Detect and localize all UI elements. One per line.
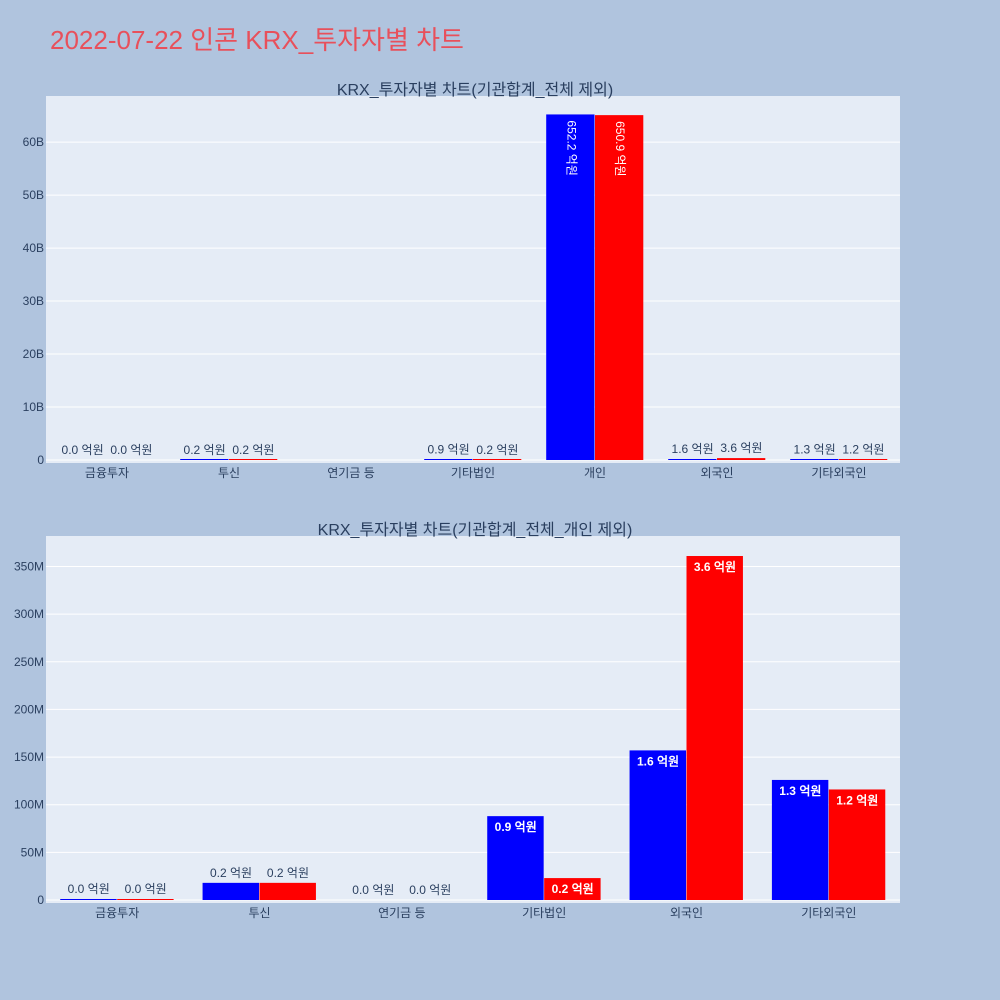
bar-value-label: 0.9 억원 bbox=[428, 443, 470, 457]
bar-red bbox=[828, 789, 886, 900]
bar-value-label: 1.3 억원 bbox=[794, 442, 836, 456]
bar-value-label: 0.0 억원 bbox=[110, 443, 152, 457]
bar-value-label: 0.2 억원 bbox=[552, 882, 594, 896]
bar-value-label: 0.2 억원 bbox=[232, 443, 274, 457]
chart-top: KRX_투자자별 차트(기관합계_전체 제외) 0 10B 20B 30B 40B 50B 6… bbox=[23, 81, 900, 480]
bar-red bbox=[229, 459, 278, 460]
y-tick-label: 60B bbox=[23, 135, 44, 149]
x-tick-label: 투신 bbox=[218, 466, 240, 480]
x-tick-label: 연기금 등 bbox=[327, 466, 375, 480]
chart-bottom: KRX_투자자별 차트(기관합계_전체_개인 제외) 0 50M 100M 150M 20… bbox=[14, 521, 900, 920]
bar-red bbox=[117, 899, 174, 900]
y-tick-label: 40B bbox=[23, 241, 44, 255]
bar-red bbox=[544, 878, 601, 900]
bar-red bbox=[839, 459, 888, 460]
bar-blue bbox=[668, 459, 717, 460]
bar-blue bbox=[424, 459, 473, 460]
bar-red bbox=[259, 882, 316, 900]
bar-value-label: 0.2 억원 bbox=[210, 866, 252, 880]
y-tick-label: 30B bbox=[23, 294, 44, 308]
bar-value-label: 1.6 억원 bbox=[672, 442, 714, 456]
x-tick-label: 금융투자 bbox=[85, 466, 129, 480]
chart-title: KRX_투자자별 차트(기관합계_전체_개인 제외) bbox=[318, 521, 633, 539]
x-tick-label: 외국인 bbox=[700, 466, 733, 480]
y-tick-label: 10B bbox=[23, 400, 44, 414]
bar-blue bbox=[60, 899, 117, 900]
bar-value-label: 1.2 억원 bbox=[836, 793, 878, 807]
y-tick-label: 150M bbox=[14, 750, 44, 764]
chart-title: KRX_투자자별 차트(기관합계_전체 제외) bbox=[337, 81, 613, 99]
bar-value-label: 652.2 억원 bbox=[564, 120, 578, 175]
bar-value-label: 0.2 억원 bbox=[184, 443, 226, 457]
y-tick-label: 50B bbox=[23, 188, 44, 202]
bar-value-label: 1.3 억원 bbox=[779, 784, 821, 798]
bar-blue bbox=[487, 816, 544, 900]
y-tick-label: 200M bbox=[14, 702, 44, 716]
bar-blue bbox=[771, 779, 829, 900]
bar-red bbox=[473, 459, 522, 460]
y-tick-label: 100M bbox=[14, 798, 44, 812]
bar-blue bbox=[790, 459, 839, 460]
bar-value-label: 0.0 억원 bbox=[68, 882, 110, 896]
y-tick-label: 0 bbox=[37, 893, 44, 907]
bar-value-label: 0.0 억원 bbox=[352, 883, 394, 897]
bar-blue bbox=[629, 750, 686, 900]
bar-red bbox=[717, 458, 766, 460]
y-tick-label: 250M bbox=[14, 655, 44, 669]
x-tick-label: 기타외국인 bbox=[811, 466, 866, 480]
bar-value-label: 0.0 억원 bbox=[125, 882, 167, 896]
bar-value-label: 0.2 억원 bbox=[267, 866, 309, 880]
x-tick-label: 기타외국인 bbox=[801, 906, 856, 920]
y-tick-label: 0 bbox=[37, 453, 44, 467]
bar-blue bbox=[180, 459, 229, 460]
x-tick-label: 연기금 등 bbox=[378, 906, 426, 920]
plot-area bbox=[46, 96, 900, 463]
y-tick-label: 350M bbox=[14, 559, 44, 573]
bar-value-label: 0.2 억원 bbox=[476, 443, 518, 457]
bar-red bbox=[595, 115, 644, 460]
page-title: 2022-07-22 인콘 KRX_투자자별 차트 bbox=[50, 25, 464, 55]
x-tick-label: 기타법인 bbox=[451, 466, 495, 480]
bar-blue bbox=[546, 114, 595, 461]
x-tick-label: 투신 bbox=[248, 906, 270, 920]
bar-value-label: 3.6 억원 bbox=[720, 441, 762, 455]
plot-area bbox=[46, 536, 900, 903]
x-tick-label: 금융투자 bbox=[95, 906, 139, 920]
bar-value-label: 1.2 억원 bbox=[842, 442, 884, 456]
bar-value-label: 0.9 억원 bbox=[495, 820, 537, 834]
bar-value-label: 0.0 억원 bbox=[62, 443, 104, 457]
bar-value-label: 650.9 억원 bbox=[613, 121, 627, 176]
x-tick-label: 기타법인 bbox=[522, 906, 566, 920]
x-tick-label: 외국인 bbox=[670, 906, 703, 920]
bar-red bbox=[686, 556, 743, 900]
y-tick-label: 50M bbox=[21, 845, 44, 859]
bar-value-label: 3.6 억원 bbox=[694, 560, 736, 574]
bar-value-label: 0.0 억원 bbox=[409, 883, 451, 897]
bar-blue bbox=[202, 882, 259, 900]
y-tick-label: 300M bbox=[14, 607, 44, 621]
bar-value-label: 1.6 억원 bbox=[637, 754, 679, 768]
x-tick-label: 개인 bbox=[584, 466, 606, 480]
y-tick-label: 20B bbox=[23, 347, 44, 361]
